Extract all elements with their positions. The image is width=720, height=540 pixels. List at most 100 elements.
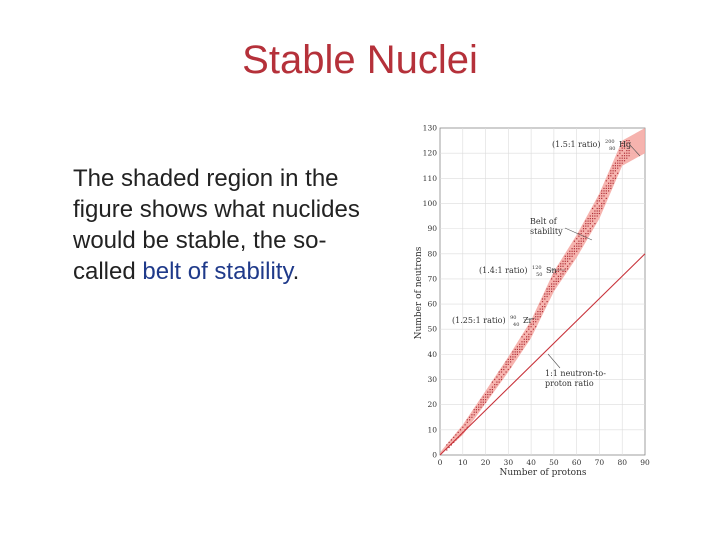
nuclide-dot-234 — [580, 238, 582, 240]
y-tick-label-5: 50 — [427, 325, 437, 334]
nuclide-dot-103 — [521, 343, 523, 345]
nuclide-dot-159 — [548, 285, 550, 288]
nuclide-dot-171 — [555, 283, 557, 285]
nuclide-dot-182 — [560, 278, 562, 280]
nuclide-dot-324 — [612, 167, 614, 169]
nuclide-dot-89 — [514, 356, 516, 358]
nuclide-dot-175 — [555, 270, 557, 272]
nuclide-dot-143 — [541, 306, 544, 308]
nuclide-dot-232 — [580, 243, 582, 245]
nuclide-dot-51 — [489, 389, 491, 391]
nuclide-dot-207 — [569, 255, 571, 257]
nuclide-dot-286 — [598, 195, 600, 197]
nuclide-dot-54 — [491, 386, 493, 388]
leader-ratio — [547, 353, 561, 369]
nuclide-dot-365 — [626, 140, 628, 142]
nuclide-dot-360 — [626, 155, 628, 157]
nuclide-dot-53 — [491, 389, 493, 391]
nuclide-dot-212 — [571, 253, 573, 255]
nuclide-dot-349 — [621, 147, 623, 149]
nuclide-dot-216 — [573, 250, 575, 252]
annotation-hg-ratio: (1.5:1 ratio) — [552, 140, 600, 149]
nuclide-dot-84 — [510, 356, 512, 358]
nuclide-dot-39 — [482, 401, 484, 403]
nuclide-dot-75 — [505, 363, 507, 365]
nuclide-dot-101 — [521, 348, 523, 350]
nuclide-dot-238 — [582, 238, 585, 240]
nuclide-dot-100 — [519, 343, 521, 345]
nuclide-dot-93 — [516, 353, 518, 355]
annotation-belt-line1: Belt of — [530, 217, 558, 226]
nuclide-dot-310 — [608, 177, 610, 179]
nuclide-dot-6 — [453, 441, 455, 443]
annotation-belt-line2: stability — [530, 227, 563, 236]
nuclide-dot-326 — [614, 177, 616, 179]
nuclide-dot-300 — [605, 197, 607, 199]
chart-grid — [439, 127, 646, 456]
nuclide-dot-215 — [573, 253, 575, 255]
nuclide-dot-346 — [621, 157, 623, 159]
y-tick-label-11: 110 — [423, 174, 438, 183]
nuclide-dot-22 — [469, 416, 471, 418]
nuclide-dot-158 — [548, 288, 550, 290]
nuclide-dot-67 — [500, 376, 503, 378]
nuclide-dot-37 — [480, 399, 482, 401]
x-tick-label-8: 80 — [617, 458, 627, 467]
nuclide-dot-287 — [601, 207, 603, 210]
nuclide-dot-61 — [496, 376, 498, 378]
nuclide-dot-366 — [628, 155, 630, 157]
nuclide-dot-137 — [539, 313, 541, 315]
y-tick-label-9: 90 — [427, 224, 437, 233]
nuclide-dot-245 — [585, 233, 587, 235]
nuclide-dot-162 — [551, 285, 553, 288]
nuclide-dot-199 — [567, 268, 569, 270]
nuclide-dot-193 — [564, 270, 566, 272]
x-tick-label-6: 60 — [572, 458, 582, 467]
annotation-zr-ratio: (1.25:1 ratio) — [452, 316, 506, 325]
annotation-sn-mass: 120 — [532, 265, 542, 271]
nuclide-dot-186 — [560, 265, 562, 267]
nuclide-dot-198 — [564, 255, 566, 257]
nuclide-dot-52 — [491, 391, 493, 393]
nuclide-dot-43 — [485, 399, 487, 401]
nuclide-dot-236 — [580, 230, 582, 232]
nuclide-dot-361 — [626, 152, 628, 154]
nuclide-dot-41 — [482, 396, 484, 398]
nuclide-dot-264 — [592, 218, 594, 220]
annotation-sn-symbol: Sn — [546, 266, 557, 275]
nuclide-dot-180 — [557, 268, 559, 270]
nuclide-dot-7 — [453, 436, 455, 438]
annotation-zr-atomic: 40 — [513, 322, 519, 328]
nuclide-dot-135 — [537, 311, 539, 313]
nuclide-dot-363 — [626, 145, 628, 147]
nuclide-dot-291 — [601, 195, 603, 197]
nuclide-dot-77 — [507, 368, 509, 371]
x-tick-label-4: 40 — [526, 458, 536, 467]
nuclide-dot-134 — [537, 313, 539, 315]
nuclide-dot-145 — [541, 298, 544, 300]
nuclide-dot-277 — [596, 207, 598, 210]
nuclide-dot-322 — [612, 172, 614, 174]
nuclide-dot-271 — [594, 212, 596, 215]
nuclide-dot-151 — [546, 301, 548, 303]
nuclide-dot-334 — [617, 165, 619, 167]
nuclide-dot-298 — [603, 190, 605, 192]
nuclide-dot-88 — [512, 351, 514, 353]
nuclide-dot-284 — [598, 200, 600, 202]
nuclide-dot-179 — [557, 270, 559, 272]
nuclide-dot-82 — [510, 361, 512, 363]
nuclide-dot-323 — [612, 170, 614, 172]
nuclide-dot-29 — [475, 409, 477, 411]
nuclide-dot-44 — [485, 396, 487, 398]
nuclide-dot-290 — [601, 197, 603, 199]
nuclide-dot-195 — [564, 263, 566, 265]
nuclide-dot-108 — [523, 338, 525, 340]
nuclide-dot-188 — [562, 273, 564, 275]
nuclide-dot-91 — [514, 351, 516, 353]
nuclide-dot-147 — [544, 303, 546, 305]
belt-of-stability-term: belt of stability — [142, 258, 293, 285]
belt-region — [440, 128, 645, 455]
nuclide-dot-313 — [610, 185, 612, 187]
nuclide-dot-55 — [491, 381, 493, 383]
nuclide-dot-312 — [610, 187, 612, 189]
